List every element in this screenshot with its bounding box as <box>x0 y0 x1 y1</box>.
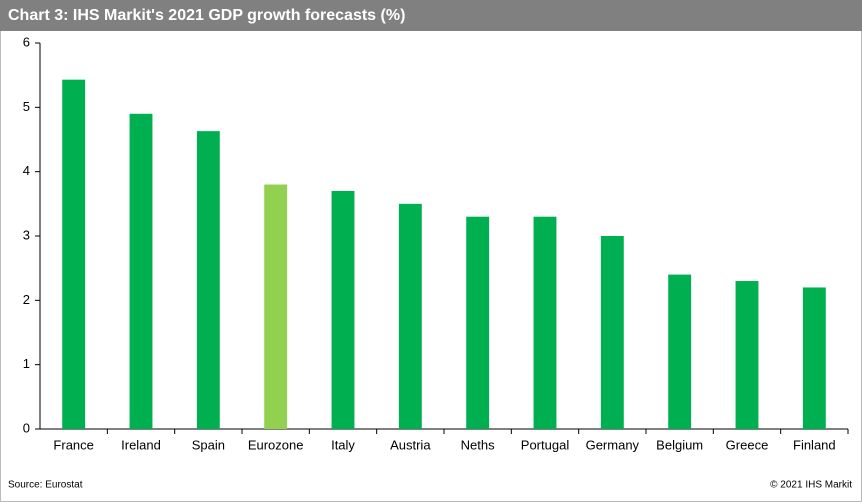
bar <box>129 113 153 430</box>
x-tick-label: Ireland <box>121 437 161 452</box>
x-tick-label: France <box>53 437 93 452</box>
y-tick-label: 1 <box>23 356 30 371</box>
y-tick-label: 4 <box>23 163 30 178</box>
bar <box>600 236 624 429</box>
x-tick-label: Finland <box>793 437 836 452</box>
bar <box>398 203 422 429</box>
bar <box>533 216 557 429</box>
bar <box>466 216 490 429</box>
bar <box>802 287 826 429</box>
bar <box>331 190 355 429</box>
bar <box>668 274 692 429</box>
title-bar <box>0 0 862 31</box>
copyright-note: © 2021 IHS Markit <box>770 480 852 491</box>
y-tick-label: 0 <box>23 420 30 435</box>
x-tick-label: Greece <box>726 437 769 452</box>
y-tick-label: 6 <box>23 34 30 49</box>
bar <box>62 79 86 430</box>
x-tick-label: Portugal <box>521 437 570 452</box>
bar <box>196 131 220 430</box>
bar <box>264 184 288 429</box>
y-tick-label: 5 <box>23 99 30 114</box>
x-tick-label: Germany <box>586 437 640 452</box>
y-tick-label: 2 <box>23 292 30 307</box>
chart-title: Chart 3: IHS Markit's 2021 GDP growth fo… <box>8 7 405 24</box>
bar <box>735 281 759 429</box>
x-tick-label: Italy <box>331 437 355 452</box>
x-tick-label: Neths <box>461 437 495 452</box>
y-tick-label: 3 <box>23 227 30 242</box>
x-tick-label: Austria <box>390 437 431 452</box>
x-tick-label: Spain <box>192 437 225 452</box>
x-tick-label: Eurozone <box>248 437 304 452</box>
source-note: Source: Eurostat <box>8 480 83 491</box>
x-tick-label: Belgium <box>656 437 703 452</box>
